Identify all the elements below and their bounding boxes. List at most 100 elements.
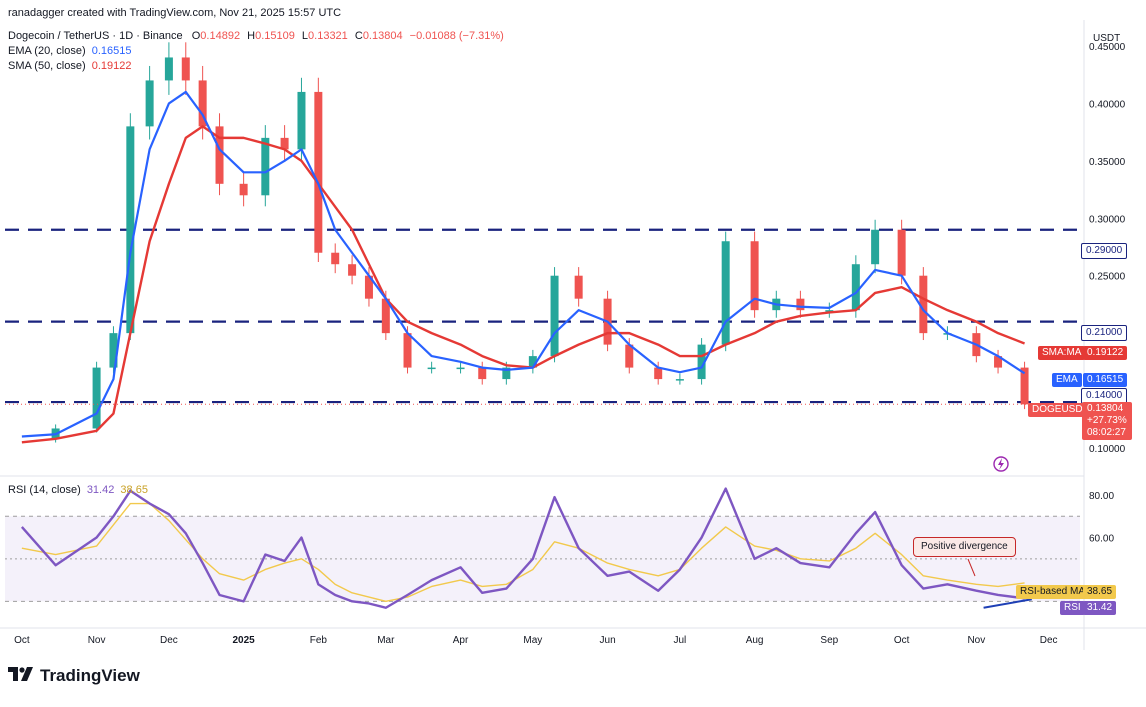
month-label: Dec <box>160 635 178 646</box>
month-label: Nov <box>967 635 985 646</box>
ema-legend[interactable]: EMA (20, close) 0.16515 <box>8 44 131 58</box>
price-candle <box>825 302 834 318</box>
candle-body <box>261 137 270 196</box>
low-label: L <box>301 30 309 42</box>
rsi-line <box>20 487 1025 609</box>
price-candle <box>721 231 730 352</box>
candle-body <box>145 80 154 127</box>
ticker-price-box: 0.13804 +27.73% 08:02:27 <box>1082 402 1132 440</box>
price-candle <box>1020 361 1029 410</box>
candle-body <box>851 264 860 311</box>
candle-body <box>427 367 436 370</box>
ticker-tag: DOGEUSDT <box>1028 403 1093 417</box>
close-value: 0.13804 <box>362 30 403 42</box>
symbol-line: Dogecoin / TetherUS · 1D · Binance O0.14… <box>8 29 504 43</box>
sma-legend-label: SMA (50, close) <box>8 60 86 72</box>
price-candle <box>331 243 340 274</box>
price-candle <box>297 77 306 162</box>
ticker-time: 08:02:27 <box>1087 427 1126 438</box>
price-candle <box>261 125 270 207</box>
tradingview-brand-label: TradingView <box>40 666 140 685</box>
candle-body <box>280 137 289 150</box>
price-candle <box>697 338 706 385</box>
open-label: O <box>191 30 201 42</box>
ema-value-tag: 0.16515 <box>1083 373 1128 387</box>
price-candle <box>456 361 465 374</box>
candle-body <box>314 91 323 253</box>
month-label: May <box>523 635 542 646</box>
divergence-line <box>983 598 1032 609</box>
rsi-legend[interactable]: RSI (14, close) 31.42 38.65 <box>8 483 148 497</box>
candle-body <box>126 126 135 334</box>
candle-body <box>796 298 805 311</box>
price-candle <box>92 361 101 433</box>
month-label: Nov <box>88 635 106 646</box>
price-candle <box>280 125 289 162</box>
candle-body <box>164 57 173 81</box>
price-candle <box>654 361 663 385</box>
candle-body <box>528 356 537 368</box>
candle-body <box>478 367 487 380</box>
ticker-change: +27.73% <box>1087 415 1127 426</box>
low-value: 0.13321 <box>308 30 348 42</box>
sma-tag: SMA:MA <box>1038 346 1086 360</box>
month-label: Jun <box>600 635 616 646</box>
sma-legend[interactable]: SMA (50, close) 0.19122 <box>8 59 131 73</box>
month-label: Oct <box>894 635 910 646</box>
currency-label[interactable]: USDT <box>1093 33 1121 44</box>
candle-body <box>919 275 928 334</box>
pair-label[interactable]: Dogecoin / TetherUS · 1D · Binance <box>8 30 183 42</box>
rsi-value-tag: 31.42 <box>1083 601 1117 615</box>
month-label: Sep <box>820 635 838 646</box>
candle-body <box>574 275 583 299</box>
price-candle <box>314 77 323 263</box>
price-candle <box>871 219 880 274</box>
rsi-ma-value-tag: 38.65 <box>1083 585 1117 599</box>
price-tick-label: 0.10000 <box>1089 444 1126 455</box>
rsi-tick-label: 60.00 <box>1089 534 1114 545</box>
price-candle <box>796 290 805 318</box>
price-tick-label: 0.25000 <box>1089 272 1126 283</box>
month-label: 2025 <box>232 635 255 646</box>
lightning-icon <box>993 456 1009 472</box>
candle-body <box>331 252 340 265</box>
price-tick-label: 0.40000 <box>1089 99 1126 110</box>
rsi-legend-value: 31.42 <box>86 484 115 496</box>
ema-legend-label: EMA (20, close) <box>8 45 86 57</box>
price-candle <box>750 231 759 318</box>
month-label: Oct <box>14 635 30 646</box>
month-label: Jul <box>673 635 686 646</box>
tradingview-brand[interactable]: TradingView <box>8 666 140 686</box>
candle-body <box>181 57 190 81</box>
high-label: H <box>247 30 256 42</box>
credit-line: ranadagger created with TradingView.com,… <box>8 7 342 19</box>
ema-line <box>21 90 1026 438</box>
candle-body <box>403 333 412 368</box>
candle-body <box>675 379 684 381</box>
candle-body <box>456 367 465 370</box>
candle-body <box>697 344 706 380</box>
month-label: Dec <box>1040 635 1058 646</box>
ema-tag: EMA <box>1052 373 1082 387</box>
month-label: Feb <box>310 635 328 646</box>
price-candle <box>239 172 248 207</box>
price-candle <box>897 219 906 285</box>
candle-body <box>550 275 559 357</box>
level-029-tag: 0.29000 <box>1081 243 1128 259</box>
price-tick-label: 0.45000 <box>1089 42 1126 53</box>
price-candle <box>528 349 537 374</box>
candle-body <box>897 229 906 276</box>
candle-body <box>825 310 834 312</box>
ema-legend-value: 0.16515 <box>91 45 132 57</box>
rsi-tag: RSI <box>1060 601 1085 615</box>
candle-body <box>109 333 118 368</box>
price-candle <box>181 42 190 95</box>
price-tick-label: 0.30000 <box>1089 214 1126 225</box>
rsi-legend-label: RSI (14, close) <box>8 484 81 496</box>
candle-body <box>92 367 101 429</box>
sma-line <box>21 125 1025 444</box>
open-value: 0.14892 <box>200 30 241 42</box>
candle-body <box>502 367 511 380</box>
lightning-icon-bolt <box>998 458 1004 470</box>
